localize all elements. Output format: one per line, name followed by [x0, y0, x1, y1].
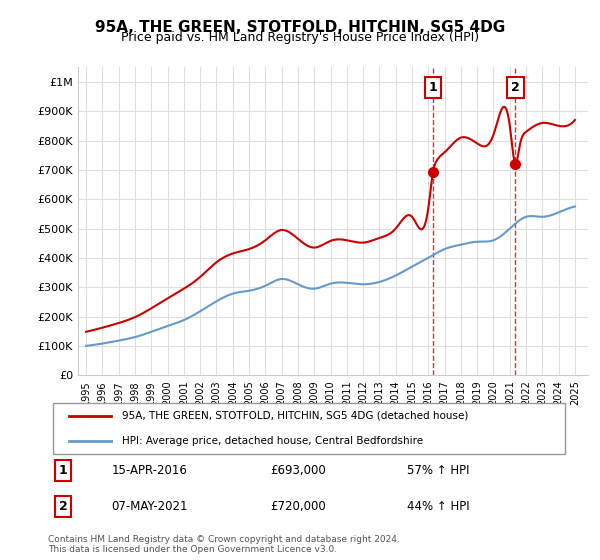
FancyBboxPatch shape: [53, 403, 565, 454]
Text: 2: 2: [59, 500, 67, 513]
Text: 95A, THE GREEN, STOTFOLD, HITCHIN, SG5 4DG: 95A, THE GREEN, STOTFOLD, HITCHIN, SG5 4…: [95, 20, 505, 35]
Text: £693,000: £693,000: [270, 464, 326, 477]
Text: 95A, THE GREEN, STOTFOLD, HITCHIN, SG5 4DG (detached house): 95A, THE GREEN, STOTFOLD, HITCHIN, SG5 4…: [122, 410, 468, 421]
Text: 44% ↑ HPI: 44% ↑ HPI: [407, 500, 470, 513]
Text: 1: 1: [428, 81, 437, 94]
Text: 57% ↑ HPI: 57% ↑ HPI: [407, 464, 470, 477]
Text: 07-MAY-2021: 07-MAY-2021: [112, 500, 188, 513]
Text: 15-APR-2016: 15-APR-2016: [112, 464, 187, 477]
Text: HPI: Average price, detached house, Central Bedfordshire: HPI: Average price, detached house, Cent…: [122, 436, 423, 446]
Text: 1: 1: [59, 464, 67, 477]
Text: Contains HM Land Registry data © Crown copyright and database right 2024.
This d: Contains HM Land Registry data © Crown c…: [48, 535, 400, 554]
Text: 2: 2: [511, 81, 520, 94]
Text: £720,000: £720,000: [270, 500, 326, 513]
Text: Price paid vs. HM Land Registry's House Price Index (HPI): Price paid vs. HM Land Registry's House …: [121, 31, 479, 44]
